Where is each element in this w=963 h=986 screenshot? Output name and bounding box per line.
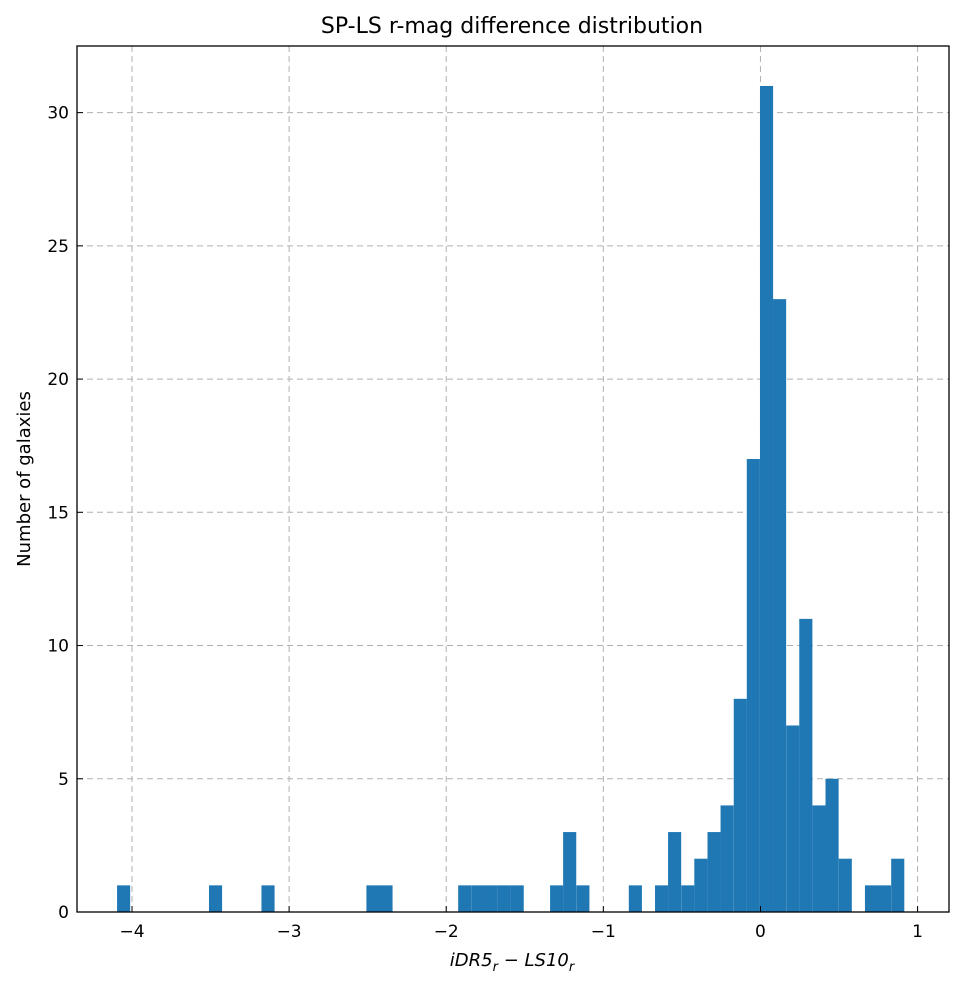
y-tick-label: 20 (47, 370, 69, 390)
grid (77, 46, 949, 913)
histogram-bar (655, 885, 669, 912)
histogram-bar (668, 832, 682, 912)
histogram-bar (576, 885, 590, 912)
x-tick-label: −1 (591, 922, 616, 942)
histogram-bar (864, 885, 879, 912)
y-tick-label: 15 (47, 503, 69, 523)
histogram-bar (759, 85, 774, 913)
histogram-bar (773, 299, 787, 912)
x-tick-label: 1 (912, 922, 923, 942)
histogram-bar (117, 885, 131, 912)
y-axis-label: Number of galaxies (14, 391, 35, 567)
histogram-bar (563, 832, 577, 912)
histogram-bar (733, 698, 747, 912)
x-label-term2: LS10 (525, 950, 569, 971)
x-tick-label: −4 (119, 922, 144, 942)
plot-frame (76, 45, 950, 913)
histogram-bar (471, 885, 485, 912)
histogram-bar (484, 885, 498, 912)
histogram-bar (825, 778, 839, 912)
histogram-bar (707, 832, 721, 912)
histogram-bar (812, 805, 826, 912)
chart-title: SP-LS r-mag difference distribution (321, 14, 703, 39)
x-label-minus: − (498, 950, 525, 971)
histogram-bar (379, 885, 393, 912)
x-tick-label: −3 (277, 922, 302, 942)
histogram-bar (628, 885, 642, 912)
y-tick-label: 5 (58, 770, 69, 790)
y-tick-label: 0 (58, 903, 69, 923)
x-tick-label: 0 (755, 922, 766, 942)
histogram-bar (720, 805, 734, 912)
y-tick-label: 30 (47, 104, 69, 124)
histogram-bar (208, 885, 223, 912)
histogram-bar (746, 459, 760, 912)
histogram-bar (458, 885, 472, 912)
histogram-bar (366, 885, 380, 912)
x-label-sub1: r (493, 960, 500, 975)
histogram-bar (550, 885, 564, 912)
histogram-bar (694, 858, 708, 912)
x-label-term1: iDR5 (450, 950, 493, 971)
histogram-bar (891, 858, 905, 912)
histogram-bar (497, 885, 511, 912)
x-axis-label: iDR5r − LS10r (450, 950, 576, 975)
histogram-bar (786, 725, 800, 912)
histogram-bar (510, 885, 524, 912)
histogram-bar (261, 885, 275, 912)
x-label-sub2: r (569, 960, 576, 975)
bars (117, 85, 905, 913)
histogram-bar (799, 618, 813, 912)
x-tick-label: −2 (434, 922, 459, 942)
histogram-bar (681, 885, 695, 912)
histogram-bar (877, 885, 892, 912)
histogram-bar (838, 858, 852, 912)
y-tick-label: 10 (47, 637, 69, 657)
y-tick-label: 25 (47, 237, 69, 257)
